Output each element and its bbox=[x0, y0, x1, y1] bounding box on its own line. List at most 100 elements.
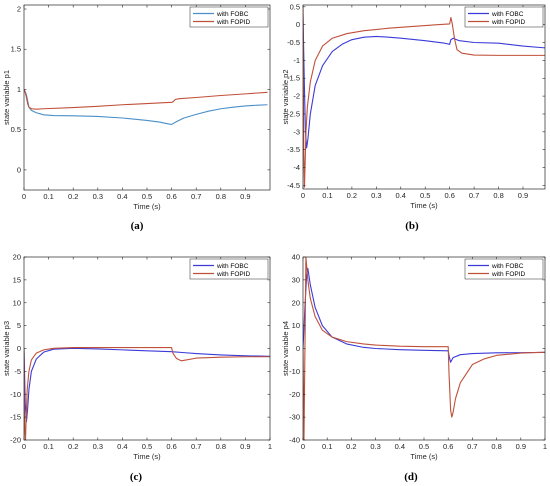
y-tick-label: -5 bbox=[14, 367, 21, 376]
y-tick-label: 0.5 bbox=[290, 2, 300, 11]
x-tick-label: 0.2 bbox=[347, 191, 357, 200]
x-tick-label: 0.3 bbox=[93, 192, 103, 201]
series-line-fobc bbox=[303, 267, 545, 363]
x-tick-label: 0.4 bbox=[396, 191, 406, 200]
x-tick-label: 0.8 bbox=[491, 442, 501, 451]
plot-area bbox=[303, 5, 545, 189]
y-tick-label: 10 bbox=[292, 321, 300, 330]
x-tick-label: 0.7 bbox=[191, 192, 201, 201]
y-tick-label: -1.5 bbox=[287, 74, 300, 83]
x-tick-label: 0.9 bbox=[240, 442, 250, 451]
y-tick-label: 1.5 bbox=[11, 45, 21, 54]
legend-label: with FOPID bbox=[216, 19, 251, 26]
x-tick-label: 0.5 bbox=[419, 442, 429, 451]
y-axis-label: state variable p2 bbox=[281, 69, 290, 124]
legend-label: with FOBC bbox=[491, 11, 524, 18]
y-tick-label: 2 bbox=[17, 5, 21, 14]
x-tick-label: 0 bbox=[301, 191, 305, 200]
x-tick-label: 1 bbox=[268, 442, 272, 451]
x-tick-label: 0.3 bbox=[371, 191, 381, 200]
panel-a: 0 0.1 0.2 0.3 0.4 0.5 0.6 0.7 0.8 0.9 0 0.5 1 1.5 2 Tim… bbox=[2, 5, 271, 232]
x-axis-label: Time (s) bbox=[133, 452, 161, 461]
x-tick-label: 0.4 bbox=[117, 442, 127, 451]
y-tick-label: 0.5 bbox=[11, 125, 21, 134]
y-tick-label: 0 bbox=[296, 20, 300, 29]
y-tick-label: -15 bbox=[10, 413, 21, 422]
y-tick-label: -2 bbox=[293, 92, 300, 101]
y-tick-label: 10 bbox=[13, 298, 21, 307]
y-tick-label: -10 bbox=[289, 367, 300, 376]
y-tick-label: -20 bbox=[289, 390, 300, 399]
x-tick-label: 0.2 bbox=[68, 192, 78, 201]
legend-label: with FOBC bbox=[491, 263, 524, 270]
y-tick-label: 1 bbox=[17, 85, 21, 94]
x-tick-label: 0 bbox=[22, 442, 26, 451]
y-tick-label: -3 bbox=[293, 127, 300, 136]
y-tick-label: 40 bbox=[292, 253, 300, 262]
y-tick-label: -30 bbox=[289, 413, 300, 422]
x-tick-label: 0.8 bbox=[216, 192, 226, 201]
series-line-fopid bbox=[24, 347, 270, 440]
y-tick-label: 20 bbox=[292, 298, 300, 307]
x-tick-label: 0.8 bbox=[493, 191, 503, 200]
y-tick-label: 0 bbox=[296, 344, 300, 353]
x-tick-label: 0.2 bbox=[68, 442, 78, 451]
x-tick-label: 0.3 bbox=[370, 442, 380, 451]
plot-area bbox=[24, 5, 270, 190]
legend-label: with FOPID bbox=[491, 19, 526, 26]
x-tick-label: 0.6 bbox=[443, 442, 453, 451]
y-tick-label: -4.5 bbox=[287, 181, 300, 190]
panel-d: 0 0.1 0.2 0.3 0.4 0.5 0.6 0.7 0.8 0.9 1 -40 -30 -20 -1… bbox=[281, 253, 547, 484]
x-tick-label: 0.1 bbox=[43, 442, 53, 451]
series-line-fobc bbox=[303, 13, 545, 149]
legend-label: with FOPID bbox=[491, 271, 526, 278]
x-tick-label: 0 bbox=[301, 442, 305, 451]
panel-caption: (b) bbox=[405, 220, 419, 232]
axes-box bbox=[302, 4, 546, 190]
x-tick-label: 0.3 bbox=[93, 442, 103, 451]
y-tick-label: -2.5 bbox=[287, 109, 300, 118]
x-tick-label: 0.5 bbox=[420, 191, 430, 200]
x-tick-label: 0 bbox=[22, 192, 26, 201]
x-tick-label: 0.1 bbox=[322, 191, 332, 200]
x-tick-label: 0.7 bbox=[191, 442, 201, 451]
x-tick-label: 0.1 bbox=[43, 192, 53, 201]
x-tick-label: 1 bbox=[543, 442, 547, 451]
x-tick-label: 0.7 bbox=[467, 442, 477, 451]
y-tick-label: 0 bbox=[17, 165, 21, 174]
x-axis-label: Time (s) bbox=[410, 201, 438, 210]
panel-caption: (d) bbox=[404, 471, 418, 483]
series-line-fopid bbox=[303, 6, 545, 188]
panel-c: 0 0.1 0.2 0.3 0.4 0.5 0.6 0.7 0.8 0.9 1 -20 -15 -10 -5… bbox=[2, 253, 272, 484]
y-tick-label: -3.5 bbox=[287, 145, 300, 154]
x-tick-label: 0.6 bbox=[166, 442, 176, 451]
y-tick-label: 15 bbox=[13, 275, 21, 284]
series-line-fopid bbox=[24, 89, 268, 110]
x-tick-label: 0.9 bbox=[516, 442, 526, 451]
y-tick-label: 20 bbox=[13, 253, 21, 262]
x-tick-label: 0.6 bbox=[444, 191, 454, 200]
panel-b: 0 0.1 0.2 0.3 0.4 0.5 0.6 0.7 0.8 0.9 -4.5 -4 -3.5 -3… bbox=[281, 2, 546, 232]
x-tick-label: 0.7 bbox=[469, 191, 479, 200]
y-tick-label: -0.5 bbox=[287, 38, 300, 47]
y-tick-label: -1 bbox=[293, 56, 300, 65]
x-tick-label: 0.5 bbox=[142, 192, 152, 201]
x-axis-label: Time (s) bbox=[410, 452, 438, 461]
y-tick-label: -40 bbox=[289, 436, 300, 445]
series-line-fobc bbox=[24, 347, 270, 423]
panel-caption: (c) bbox=[130, 471, 143, 483]
plot-area bbox=[303, 257, 545, 440]
x-tick-label: 0.5 bbox=[142, 442, 152, 451]
x-tick-label: 0.6 bbox=[166, 192, 176, 201]
x-axis-label: Time (s) bbox=[133, 202, 161, 211]
y-tick-label: 0 bbox=[17, 344, 21, 353]
y-tick-label: 30 bbox=[292, 275, 300, 284]
y-tick-label: -10 bbox=[10, 390, 21, 399]
legend-label: with FOBC bbox=[216, 263, 249, 270]
y-tick-label: -4 bbox=[293, 163, 300, 172]
x-tick-label: 0.9 bbox=[240, 192, 250, 201]
x-tick-label: 0.8 bbox=[216, 442, 226, 451]
y-axis-label: state variable p4 bbox=[281, 321, 290, 376]
y-axis-label: state variable p1 bbox=[2, 70, 11, 125]
